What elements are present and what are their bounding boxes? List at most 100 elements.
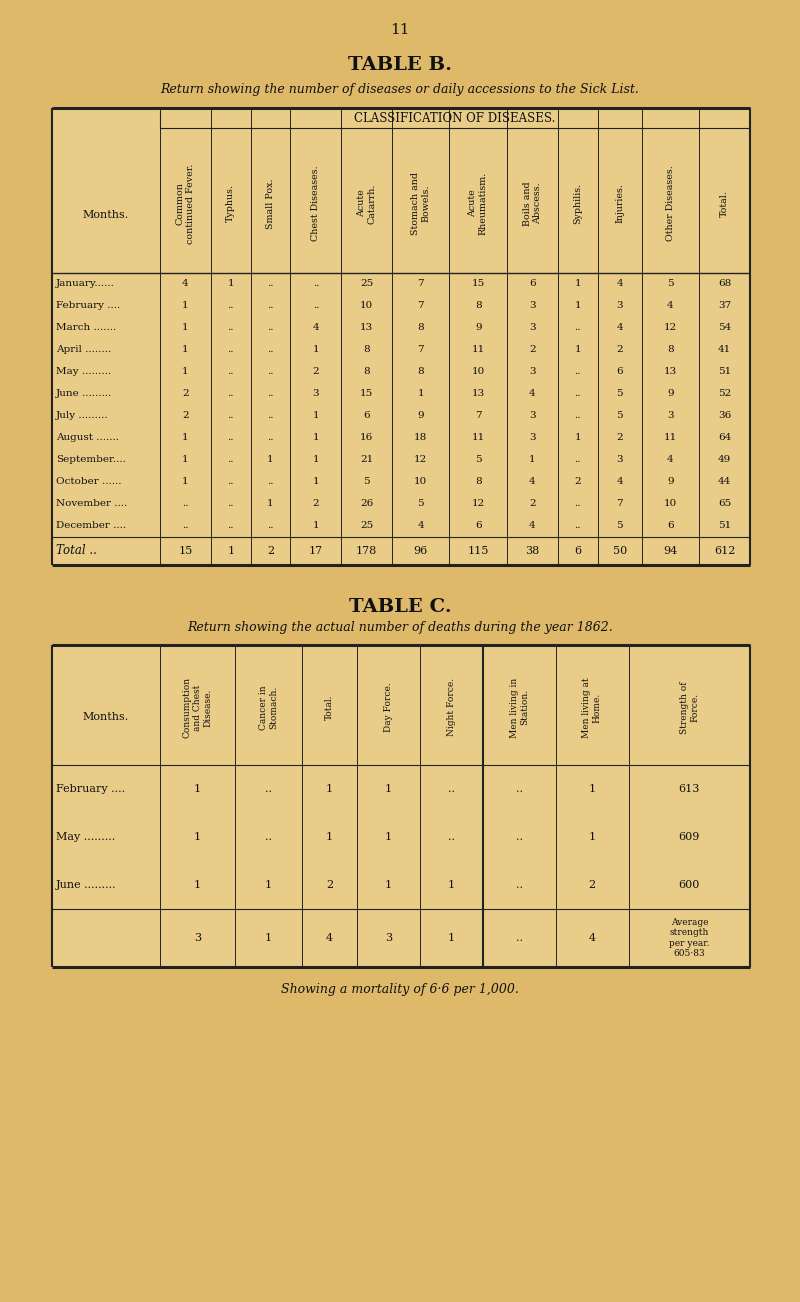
Text: 9: 9	[418, 411, 424, 421]
Text: ..: ..	[574, 323, 581, 332]
Bar	[160, 766, 235, 812]
Bar	[357, 861, 420, 909]
Bar	[483, 766, 556, 812]
Bar	[211, 516, 250, 536]
Text: 2: 2	[529, 500, 536, 509]
Text: Months.: Months.	[83, 210, 129, 220]
Text: Acute
Catarrh.: Acute Catarrh.	[357, 184, 376, 224]
Bar	[290, 427, 341, 449]
Text: 16: 16	[360, 434, 374, 443]
Text: 3: 3	[616, 456, 623, 465]
Bar	[450, 536, 507, 565]
Text: 600: 600	[678, 880, 700, 891]
Text: 3: 3	[529, 302, 536, 310]
Text: 96: 96	[414, 546, 428, 556]
Text: 2: 2	[529, 345, 536, 354]
Bar	[211, 493, 250, 516]
Text: 52: 52	[718, 389, 731, 398]
Text: Strength of
Force.: Strength of Force.	[680, 681, 699, 733]
Bar	[341, 339, 392, 361]
Text: December ....: December ....	[56, 522, 126, 530]
Bar	[392, 516, 450, 536]
Bar	[357, 644, 420, 766]
Text: July .........: July .........	[56, 411, 109, 421]
Text: ..: ..	[574, 411, 581, 421]
Bar	[507, 339, 558, 361]
Text: ..: ..	[227, 456, 234, 465]
Bar	[598, 536, 642, 565]
Bar	[558, 449, 598, 471]
Bar	[250, 449, 290, 471]
Text: 1: 1	[227, 546, 234, 556]
Text: 1: 1	[194, 832, 201, 842]
Text: April ........: April ........	[56, 345, 111, 354]
Text: 4: 4	[529, 389, 536, 398]
Text: 2: 2	[616, 434, 623, 443]
Text: 68: 68	[718, 280, 731, 289]
Text: 1: 1	[313, 456, 319, 465]
Bar	[250, 516, 290, 536]
Bar	[52, 449, 160, 471]
Bar	[483, 909, 556, 967]
Text: 1: 1	[385, 880, 392, 891]
Bar	[341, 493, 392, 516]
Bar	[699, 128, 750, 273]
Bar	[52, 108, 160, 273]
Text: 8: 8	[475, 302, 482, 310]
Bar	[341, 273, 392, 296]
Bar	[556, 909, 629, 967]
Bar	[450, 361, 507, 383]
Bar	[290, 128, 341, 273]
Text: Average
strength
per year.
605·83: Average strength per year. 605·83	[669, 918, 710, 958]
Text: ..: ..	[267, 323, 274, 332]
Bar	[160, 536, 211, 565]
Text: 4: 4	[667, 302, 674, 310]
Bar	[483, 644, 556, 766]
Bar	[250, 427, 290, 449]
Text: Injuries.: Injuries.	[615, 184, 624, 224]
Bar	[211, 536, 250, 565]
Bar	[507, 405, 558, 427]
Bar	[558, 427, 598, 449]
Bar	[598, 427, 642, 449]
Text: 2: 2	[267, 546, 274, 556]
Text: 7: 7	[418, 302, 424, 310]
Text: March .......: March .......	[56, 323, 116, 332]
Text: ..: ..	[267, 478, 274, 487]
Text: 13: 13	[360, 323, 374, 332]
Bar	[211, 405, 250, 427]
Bar	[341, 296, 392, 316]
Text: 4: 4	[313, 323, 319, 332]
Text: 4: 4	[667, 456, 674, 465]
Bar	[556, 812, 629, 861]
Bar	[642, 339, 699, 361]
Text: Syphilis.: Syphilis.	[573, 182, 582, 224]
Bar	[250, 316, 290, 339]
Bar	[642, 427, 699, 449]
Text: 1: 1	[385, 832, 392, 842]
Text: Common
continued Fever.: Common continued Fever.	[176, 163, 195, 243]
Text: ..: ..	[516, 934, 523, 943]
Text: 13: 13	[471, 389, 485, 398]
Bar	[507, 273, 558, 296]
Text: 54: 54	[718, 323, 731, 332]
Text: Return showing the actual number of deaths during the year 1862.: Return showing the actual number of deat…	[187, 621, 613, 634]
Text: 10: 10	[471, 367, 485, 376]
Text: ..: ..	[227, 411, 234, 421]
Text: 6: 6	[363, 411, 370, 421]
Text: ..: ..	[182, 500, 189, 509]
Text: Men living in
Station.: Men living in Station.	[510, 677, 529, 737]
Bar	[699, 516, 750, 536]
Text: 12: 12	[414, 456, 427, 465]
Text: ..: ..	[227, 345, 234, 354]
Bar	[392, 405, 450, 427]
Bar	[250, 361, 290, 383]
Text: 3: 3	[529, 411, 536, 421]
Text: ..: ..	[574, 500, 581, 509]
Bar	[450, 296, 507, 316]
Bar	[392, 449, 450, 471]
Text: ..: ..	[227, 302, 234, 310]
Bar	[642, 449, 699, 471]
Text: 7: 7	[616, 500, 623, 509]
Text: Small Pox.: Small Pox.	[266, 178, 275, 229]
